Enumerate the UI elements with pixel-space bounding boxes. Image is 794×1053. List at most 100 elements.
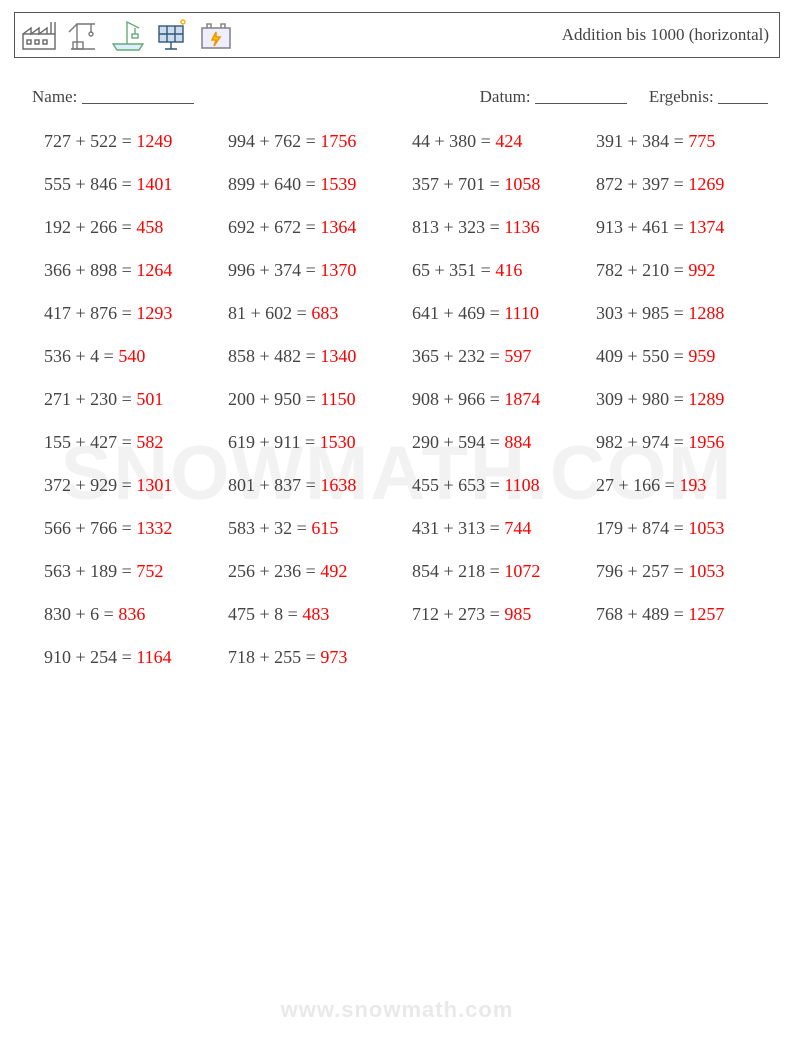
answer: 483 [302, 604, 329, 624]
operand-a: 830 [44, 604, 71, 624]
answer: 1638 [320, 475, 356, 495]
operand-b: 323 [458, 217, 485, 237]
answer: 775 [688, 131, 715, 151]
operand-b: 427 [90, 432, 117, 452]
operand-a: 200 [228, 389, 255, 409]
answer: 1293 [136, 303, 172, 323]
operand-a: 996 [228, 260, 255, 280]
problem-cell: 768 + 489 = 1257 [596, 604, 766, 625]
operand-b: 837 [274, 475, 301, 495]
operand-b: 6 [90, 604, 99, 624]
operand-a: 727 [44, 131, 71, 151]
problem-cell: 391 + 384 = 775 [596, 131, 766, 152]
operand-b: 461 [642, 217, 669, 237]
worksheet-header: Addition bis 1000 (horizontal) [14, 12, 780, 58]
operand-a: 391 [596, 131, 623, 151]
answer: 1108 [504, 475, 539, 495]
operand-b: 469 [458, 303, 485, 323]
crane-icon [65, 18, 103, 52]
problem-cell: 796 + 257 = 1053 [596, 561, 766, 582]
operand-b: 640 [274, 174, 301, 194]
operand-a: 475 [228, 604, 255, 624]
problem-cell: 563 + 189 = 752 [44, 561, 214, 582]
operand-b: 380 [449, 131, 476, 151]
result-field: Ergebnis: [649, 84, 768, 107]
answer: 1539 [320, 174, 356, 194]
operand-a: 372 [44, 475, 71, 495]
answer: 1053 [688, 561, 724, 581]
operand-b: 230 [90, 389, 117, 409]
operand-b: 876 [90, 303, 117, 323]
operand-a: 641 [412, 303, 439, 323]
problem-cell: 271 + 230 = 501 [44, 389, 214, 410]
problem-cell: 858 + 482 = 1340 [228, 346, 398, 367]
problem-cell: 155 + 427 = 582 [44, 432, 214, 453]
operand-b: 374 [274, 260, 301, 280]
operand-b: 846 [90, 174, 117, 194]
problem-cell: 813 + 323 = 1136 [412, 217, 582, 238]
operand-b: 351 [449, 260, 476, 280]
operand-b: 672 [274, 217, 301, 237]
operand-a: 81 [228, 303, 246, 323]
problem-cell: 303 + 985 = 1288 [596, 303, 766, 324]
operand-a: 155 [44, 432, 71, 452]
operand-b: 929 [90, 475, 117, 495]
problem-cell: 179 + 874 = 1053 [596, 518, 766, 539]
answer: 744 [504, 518, 531, 538]
answer: 1874 [504, 389, 540, 409]
answer: 1072 [504, 561, 540, 581]
problem-cell: 692 + 672 = 1364 [228, 217, 398, 238]
problem-cell: 309 + 980 = 1289 [596, 389, 766, 410]
problem-cell: 996 + 374 = 1370 [228, 260, 398, 281]
problem-cell: 417 + 876 = 1293 [44, 303, 214, 324]
answer: 416 [495, 260, 522, 280]
operand-a: 908 [412, 389, 439, 409]
problem-cell: 475 + 8 = 483 [228, 604, 398, 625]
operand-b: 482 [274, 346, 301, 366]
answer: 1150 [320, 389, 355, 409]
result-underline [718, 86, 768, 104]
solar-panel-icon [153, 18, 191, 52]
operand-b: 980 [642, 389, 669, 409]
operand-b: 898 [90, 260, 117, 280]
operand-b: 594 [458, 432, 485, 452]
operand-a: 65 [412, 260, 430, 280]
operand-b: 602 [265, 303, 292, 323]
operand-b: 397 [642, 174, 669, 194]
operand-a: 858 [228, 346, 255, 366]
operand-a: 854 [412, 561, 439, 581]
problem-cell: 566 + 766 = 1332 [44, 518, 214, 539]
answer: 1370 [320, 260, 356, 280]
problem-cell: 782 + 210 = 992 [596, 260, 766, 281]
operand-b: 232 [458, 346, 485, 366]
operand-a: 712 [412, 604, 439, 624]
problem-cell: 455 + 653 = 1108 [412, 475, 582, 496]
operand-b: 210 [642, 260, 669, 280]
operand-a: 913 [596, 217, 623, 237]
problem-cell: 801 + 837 = 1638 [228, 475, 398, 496]
operand-a: 366 [44, 260, 71, 280]
operand-a: 872 [596, 174, 623, 194]
operand-a: 44 [412, 131, 430, 151]
answer: 1058 [504, 174, 540, 194]
name-field: Name: [32, 84, 194, 107]
operand-a: 801 [228, 475, 255, 495]
problem-cell: 200 + 950 = 1150 [228, 389, 398, 410]
operand-b: 653 [458, 475, 485, 495]
operand-a: 796 [596, 561, 623, 581]
operand-a: 417 [44, 303, 71, 323]
ship-crane-icon [109, 18, 147, 52]
operand-b: 218 [458, 561, 485, 581]
operand-b: 974 [642, 432, 669, 452]
operand-b: 766 [90, 518, 117, 538]
operand-a: 982 [596, 432, 623, 452]
answer: 1340 [320, 346, 356, 366]
operand-b: 701 [458, 174, 485, 194]
problem-cell: 994 + 762 = 1756 [228, 131, 398, 152]
operand-a: 566 [44, 518, 71, 538]
operand-a: 718 [228, 647, 255, 667]
form-row: Name: Datum: Ergebnis: [32, 84, 768, 107]
answer: 1269 [688, 174, 724, 194]
operand-b: 522 [90, 131, 117, 151]
answer: 492 [320, 561, 347, 581]
